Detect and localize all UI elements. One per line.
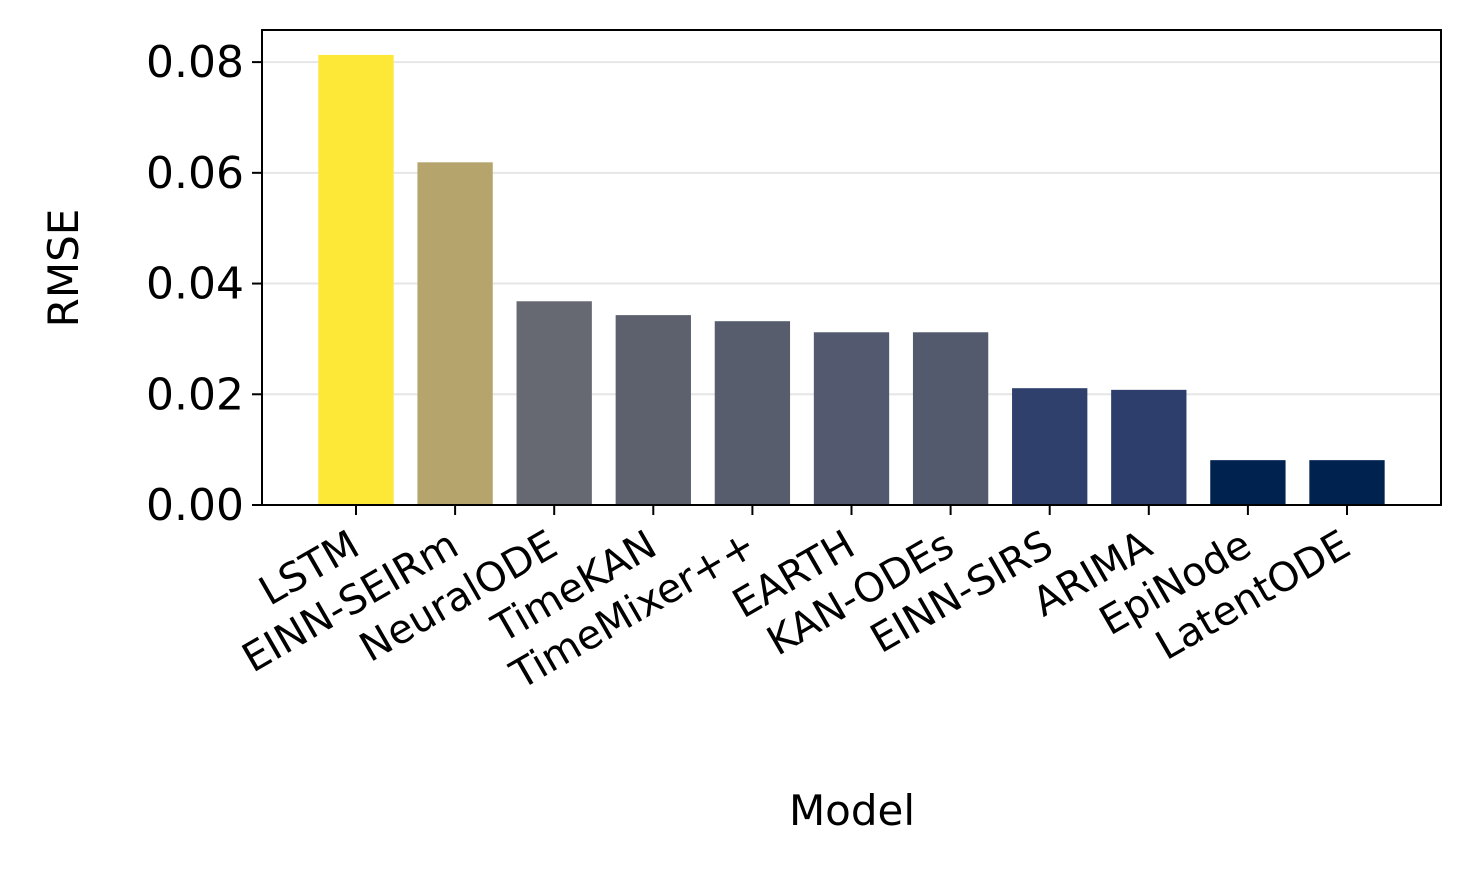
bar [1012, 388, 1088, 505]
y-tick-label: 0.00 [146, 480, 244, 531]
bar [912, 332, 989, 505]
bar [1210, 460, 1286, 505]
plot-frame [261, 29, 1442, 506]
bar [1111, 389, 1187, 505]
y-axis-label: RMSE [39, 209, 88, 328]
bar [714, 321, 791, 505]
bar [813, 332, 890, 505]
bar [516, 301, 592, 505]
y-tick-label: 0.04 [146, 259, 244, 310]
y-tick-label: 0.06 [146, 148, 244, 199]
bar [1309, 460, 1385, 505]
bar [318, 54, 394, 505]
bar [615, 315, 691, 505]
bar [417, 162, 493, 505]
y-tick-label: 0.02 [146, 369, 244, 420]
x-axis-label: Model [789, 786, 915, 835]
y-tick-label: 0.08 [146, 37, 244, 88]
